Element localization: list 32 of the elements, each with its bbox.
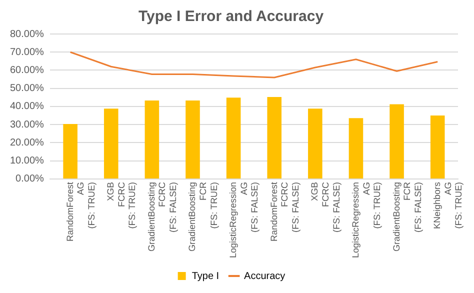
- bar: [267, 97, 282, 178]
- bar: [430, 116, 445, 178]
- y-tick-label: 0.00%: [16, 174, 44, 185]
- legend-label: Type I: [192, 270, 220, 282]
- y-tick-label: 10.00%: [10, 156, 44, 167]
- x-tick-label: RandomForest FCRC (FS: FALSE): [268, 181, 300, 242]
- bar: [308, 108, 322, 178]
- chart-title: Type I Error and Accuracy: [138, 8, 324, 26]
- bar: [144, 100, 160, 178]
- bar: [186, 100, 200, 178]
- y-tick-label: 40.00%: [10, 101, 44, 112]
- y-tick-label: 20.00%: [10, 137, 44, 148]
- x-tick-label: GradientBoosting FCRC (FS: FALSE): [146, 181, 178, 252]
- x-tick-label: KNeighbors AG (FS: TRUE): [432, 181, 464, 229]
- x-tick-label: RandomForest AG (FS: TRUE): [64, 181, 96, 242]
- bar: [63, 124, 78, 178]
- legend-label: Accuracy: [244, 270, 286, 282]
- y-tick-label: 70.00%: [10, 46, 44, 58]
- y-tick-label: 60.00%: [10, 64, 44, 76]
- bar: [104, 108, 118, 178]
- y-tick-label: 50.00%: [10, 83, 44, 94]
- x-tick-label: LogisticRegression AG (FS: TRUE): [350, 182, 382, 258]
- y-tick-label: 30.00%: [10, 119, 44, 130]
- x-tick-label: XGB FCRC (FS: TRUE): [106, 181, 138, 229]
- bar: [348, 118, 364, 178]
- x-tick-label: GradientBoosting FCR (FS: TRUE): [187, 181, 219, 252]
- x-tick-label: XGB FCRC (FS: FALSE): [310, 181, 342, 232]
- x-tick-label: GradientBoosting FCR (FS: FALSE): [391, 181, 423, 252]
- bar: [226, 98, 241, 178]
- y-tick-label: 80.00%: [10, 28, 44, 40]
- bar: [390, 104, 404, 178]
- x-tick-label: LogisticRegression AG (FS: FALSE): [228, 182, 260, 258]
